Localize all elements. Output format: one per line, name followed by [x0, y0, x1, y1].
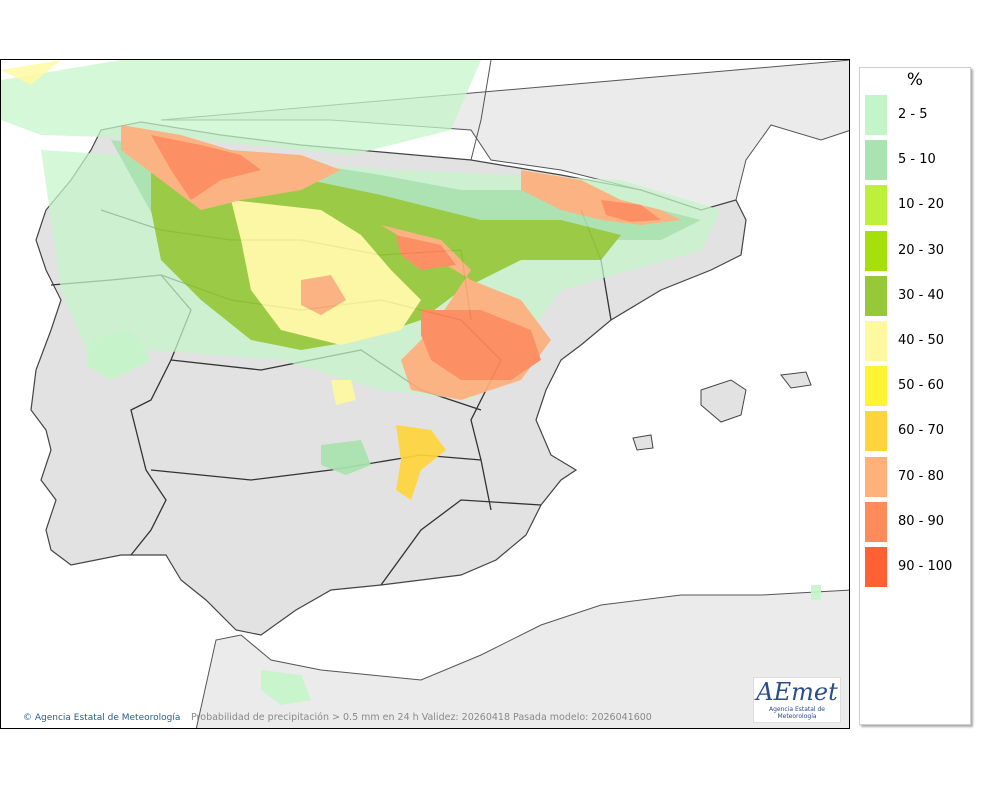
- legend-swatch: [865, 501, 887, 542]
- legend-swatch: [865, 95, 887, 135]
- legend-swatch: [865, 140, 887, 181]
- legend-swatch: [865, 547, 887, 587]
- legend-label: 20 - 30: [898, 242, 945, 258]
- legend-label: 2 - 5: [898, 107, 928, 122]
- legend-label: 5 - 10: [898, 152, 936, 168]
- legend-swatch: [865, 275, 887, 316]
- legend-label: 30 - 40: [898, 287, 945, 303]
- legend-label: 10 - 20: [898, 197, 945, 213]
- legend-label: 90 - 100: [898, 559, 953, 574]
- legend-swatch: [865, 456, 887, 497]
- land-mallorca: [700, 379, 747, 423]
- legend-item: 30 - 40: [865, 275, 965, 316]
- logo-subtitle: Agencia Estatal de Meteorología: [768, 706, 825, 720]
- legend-swatch: [865, 366, 887, 407]
- legend-item: 2 - 5: [865, 95, 965, 135]
- aemet-logo: AEmet Agencia Estatal de Meteorología: [753, 677, 841, 723]
- legend-label: 50 - 60: [898, 378, 945, 394]
- legend-item: 5 - 10: [865, 140, 965, 181]
- legend-item: 80 - 90: [865, 501, 965, 542]
- copyright-text: Agencia Estatal de Meteorología: [34, 713, 181, 723]
- legend-item: 90 - 100: [865, 547, 965, 587]
- copyright-label: © Agencia Estatal de Meteorología: [23, 713, 180, 723]
- legend-label: 70 - 80: [898, 468, 945, 484]
- legend-item: 50 - 60: [865, 366, 965, 407]
- land-ibiza: [632, 434, 654, 451]
- legend-item: 60 - 70: [865, 411, 965, 452]
- legend-label: 80 - 90: [898, 513, 945, 529]
- copyright-icon: ©: [23, 713, 32, 723]
- legend-unit: %: [906, 70, 924, 90]
- precipitation-overlay: [1, 60, 821, 705]
- map-caption: Probabilidad de precipitación > 0.5 mm e…: [191, 712, 652, 723]
- legend-swatch: [865, 411, 887, 452]
- legend-label: 40 - 50: [898, 333, 945, 348]
- legend-swatch: [865, 185, 887, 226]
- legend-item: 10 - 20: [865, 185, 965, 226]
- legend-label: 60 - 70: [898, 423, 945, 439]
- legend-panel: % 2 - 5 5 - 10 10 - 20 20 - 30 30 - 40 40 - 5…: [859, 67, 971, 725]
- precipitation-map: [1, 60, 849, 728]
- legend-item: 70 - 80: [865, 456, 965, 497]
- legend-swatch: [865, 321, 887, 361]
- legend-swatch: [865, 230, 887, 271]
- map-panel: © Agencia Estatal de Meteorología Probab…: [0, 59, 850, 729]
- legend-item: 20 - 30: [865, 230, 965, 271]
- land-menorca: [780, 371, 812, 389]
- legend-item: 40 - 50: [865, 321, 965, 361]
- logo-mark: AEmet: [756, 678, 838, 706]
